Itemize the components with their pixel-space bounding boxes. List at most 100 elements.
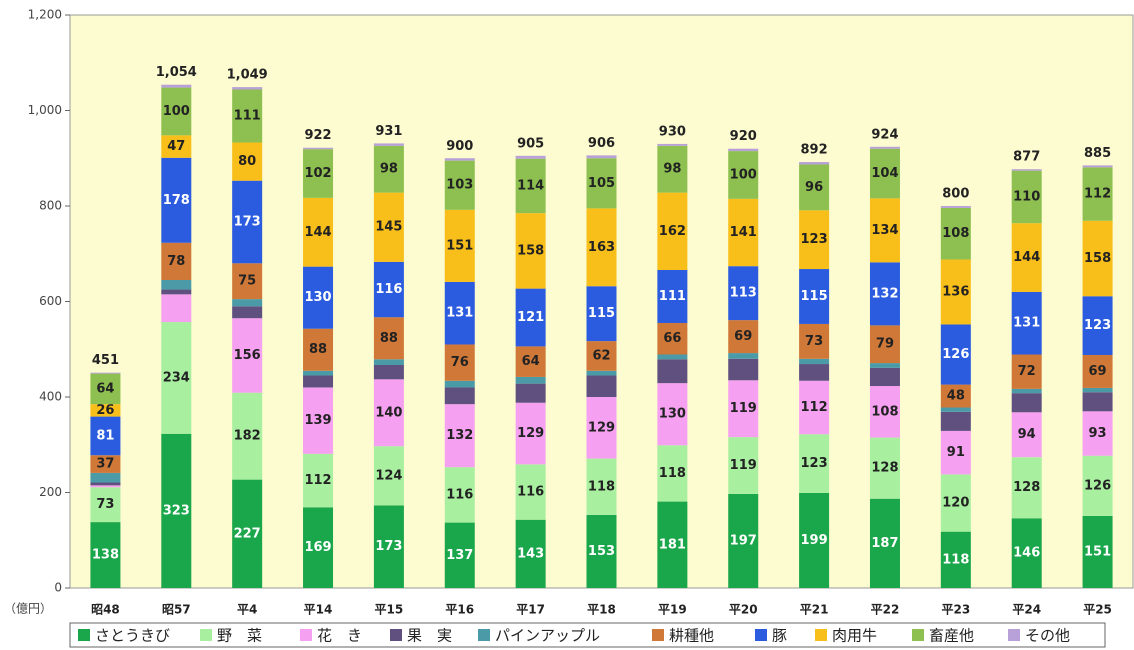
data-label: 199 [801, 533, 828, 548]
data-label: 234 [163, 370, 190, 385]
data-label: 130 [659, 407, 686, 422]
bar-segment [657, 354, 688, 360]
bar-segment [232, 263, 263, 300]
bar-segment [1011, 169, 1042, 171]
bar-segment [161, 242, 192, 281]
data-label: 88 [309, 342, 327, 357]
data-label: 173 [375, 539, 402, 554]
bar-segment [799, 164, 830, 211]
bar-segment [444, 387, 475, 405]
x-tick-label: 昭48 [91, 603, 120, 617]
bar-segment [1011, 170, 1042, 224]
data-label: 80 [238, 154, 256, 169]
total-label: 906 [588, 136, 615, 151]
bar-segment [444, 380, 475, 388]
legend-label: 豚 [772, 627, 787, 645]
bar-segment [90, 487, 121, 523]
y-tick-label: 400 [39, 390, 62, 404]
bar-segment [586, 286, 617, 342]
data-label: 112 [304, 473, 331, 488]
data-label: 98 [663, 162, 681, 177]
bar-segment [161, 135, 192, 158]
data-label: 73 [96, 497, 114, 512]
data-label: 108 [942, 226, 969, 241]
bar-segment [161, 87, 192, 136]
data-label: 136 [942, 284, 969, 299]
total-label: 451 [92, 353, 119, 368]
total-label: 905 [517, 136, 544, 151]
legend-swatch [478, 629, 490, 641]
bar-segment [657, 445, 688, 502]
bar-segment [515, 213, 546, 289]
bar-segment [373, 261, 404, 318]
bar-segment [869, 198, 900, 263]
bar-segment [940, 324, 971, 385]
total-label: 931 [375, 124, 402, 139]
bar-segment [869, 262, 900, 326]
bar-segment [799, 269, 830, 324]
bar-segment [799, 492, 830, 588]
data-label: 123 [801, 456, 828, 471]
data-label: 130 [304, 290, 331, 305]
x-tick-label: 平24 [1012, 603, 1041, 617]
y-tick-label: 1,000 [28, 103, 62, 117]
data-label: 116 [517, 485, 544, 500]
bar-segment [940, 259, 971, 325]
bar-segment [232, 299, 263, 307]
total-label: 1,054 [156, 65, 197, 80]
x-tick-label: 平18 [587, 603, 616, 617]
data-label: 103 [446, 178, 473, 193]
bar-segment [161, 294, 192, 323]
total-label: 892 [801, 143, 828, 158]
bar-segment [728, 266, 759, 321]
total-label: 1,049 [227, 68, 268, 83]
bar-segment [444, 209, 475, 282]
data-label: 47 [167, 139, 185, 154]
data-label: 151 [446, 238, 473, 253]
bar-segment [515, 519, 546, 588]
data-label: 118 [942, 552, 969, 567]
bar-segment [586, 208, 617, 287]
bar-segment [586, 158, 617, 209]
bar-segment [799, 434, 830, 493]
data-label: 48 [947, 389, 965, 404]
bar-segment [373, 192, 404, 262]
bar-segment [728, 358, 759, 381]
bar-segment [303, 328, 334, 371]
data-label: 112 [801, 400, 828, 415]
data-label: 105 [588, 176, 615, 191]
bar-segment [1082, 296, 1113, 355]
bar-segment [232, 180, 263, 264]
y-unit-label: （億円） [4, 602, 52, 616]
bar-segment [90, 416, 121, 456]
total-label: 930 [659, 124, 686, 139]
data-label: 96 [805, 180, 823, 195]
bar-segment [1011, 223, 1042, 292]
data-label: 73 [805, 334, 823, 349]
x-tick-label: 平15 [375, 603, 404, 617]
bar-segment [1082, 167, 1113, 221]
legend-label: 畜産他 [929, 627, 974, 645]
data-label: 143 [517, 546, 544, 561]
data-label: 100 [730, 167, 757, 182]
data-label: 141 [730, 225, 757, 240]
bar-segment [90, 373, 121, 405]
data-label: 138 [92, 548, 119, 563]
data-label: 178 [163, 193, 190, 208]
x-tick-label: 平22 [871, 603, 900, 617]
legend-swatch [78, 629, 90, 641]
bar-segment [1082, 455, 1113, 516]
data-label: 118 [659, 466, 686, 481]
bar-segment [161, 84, 192, 88]
bar-segment [728, 320, 759, 354]
data-label: 169 [304, 540, 331, 555]
bar-segment [586, 514, 617, 588]
data-label: 158 [517, 243, 544, 258]
bar-segment [303, 387, 334, 454]
bar-segment [586, 341, 617, 371]
data-label: 156 [234, 348, 261, 363]
bar-segment [940, 207, 971, 260]
data-label: 145 [375, 220, 402, 235]
bar-segment [586, 155, 617, 159]
bar-segment [373, 365, 404, 380]
